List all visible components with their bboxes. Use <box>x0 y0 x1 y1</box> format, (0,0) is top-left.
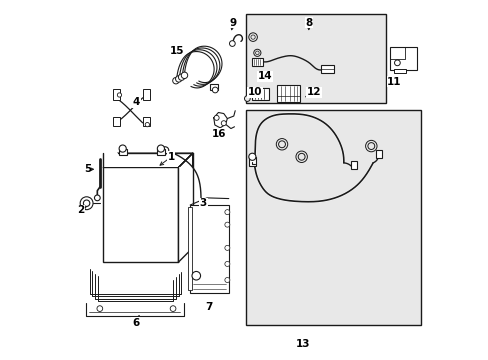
Text: 8: 8 <box>305 18 312 28</box>
Bar <box>393 68 406 73</box>
Circle shape <box>80 197 93 210</box>
Bar <box>246 111 421 325</box>
Text: 9: 9 <box>229 18 236 28</box>
Circle shape <box>295 151 307 162</box>
Bar <box>246 14 385 103</box>
Circle shape <box>244 96 250 102</box>
Bar <box>209 84 217 90</box>
Bar <box>142 117 149 126</box>
Circle shape <box>97 306 102 311</box>
Bar <box>157 149 164 155</box>
Circle shape <box>248 153 255 160</box>
Circle shape <box>365 140 376 152</box>
Text: 4: 4 <box>133 97 140 107</box>
Bar <box>119 149 126 155</box>
Circle shape <box>255 51 259 55</box>
Circle shape <box>119 145 126 152</box>
Circle shape <box>224 278 229 283</box>
Text: 5: 5 <box>83 164 91 174</box>
Text: 15: 15 <box>169 46 183 56</box>
Text: 7: 7 <box>204 302 212 312</box>
Text: 3: 3 <box>200 198 206 208</box>
Text: 11: 11 <box>386 77 401 87</box>
Circle shape <box>224 261 229 266</box>
Bar <box>375 150 382 158</box>
Bar <box>113 117 120 126</box>
Bar <box>190 205 228 293</box>
Bar <box>142 89 149 100</box>
Circle shape <box>181 72 187 78</box>
Text: 1: 1 <box>167 152 175 162</box>
Circle shape <box>94 195 100 201</box>
Circle shape <box>298 153 305 160</box>
Bar <box>248 157 255 166</box>
Circle shape <box>250 35 255 39</box>
Bar <box>188 207 191 290</box>
Circle shape <box>214 115 219 120</box>
Circle shape <box>221 121 226 126</box>
Bar <box>389 47 416 70</box>
Text: 14: 14 <box>257 71 272 81</box>
Bar <box>276 85 299 102</box>
Circle shape <box>394 60 400 66</box>
Circle shape <box>192 271 200 280</box>
Circle shape <box>162 147 168 154</box>
Circle shape <box>157 145 164 152</box>
Text: 12: 12 <box>306 87 321 98</box>
Bar <box>103 153 178 167</box>
Circle shape <box>224 222 229 227</box>
Circle shape <box>224 246 229 250</box>
Circle shape <box>229 41 235 46</box>
Text: 13: 13 <box>296 339 310 349</box>
Text: 10: 10 <box>247 87 262 98</box>
Circle shape <box>276 139 287 150</box>
Bar <box>251 88 268 100</box>
Circle shape <box>224 210 229 215</box>
Circle shape <box>175 76 182 82</box>
Text: 16: 16 <box>211 129 225 139</box>
Bar <box>113 89 120 100</box>
Circle shape <box>212 87 218 93</box>
Circle shape <box>278 141 285 148</box>
Bar <box>350 161 357 169</box>
Bar <box>178 167 192 262</box>
Circle shape <box>117 93 122 97</box>
Circle shape <box>248 33 257 41</box>
Circle shape <box>172 77 179 84</box>
Bar <box>251 58 263 66</box>
Circle shape <box>145 122 149 127</box>
Circle shape <box>253 49 261 57</box>
Circle shape <box>367 143 374 149</box>
Text: 6: 6 <box>132 318 139 328</box>
Circle shape <box>83 200 90 206</box>
Circle shape <box>170 306 176 311</box>
Bar <box>103 167 178 262</box>
Circle shape <box>178 74 184 80</box>
Bar <box>321 65 333 73</box>
Text: 2: 2 <box>77 205 84 215</box>
